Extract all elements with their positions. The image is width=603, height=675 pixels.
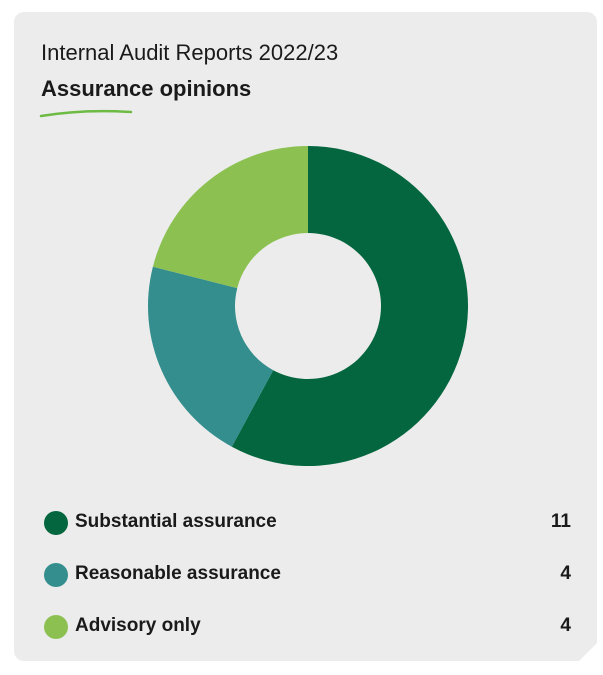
- legend-value-advisory: 4: [560, 615, 571, 636]
- donut-slice-advisory: [152, 146, 308, 289]
- legend-label-substantial: Substantial assurance: [75, 511, 277, 532]
- legend-swatch-reasonable: [44, 563, 68, 587]
- donut-slice-substantial: [231, 146, 468, 466]
- legend-item-substantial: Substantial assurance 11: [44, 508, 571, 560]
- title-underline: [39, 109, 133, 118]
- chart-title: Assurance opinions: [41, 76, 252, 101]
- legend-value-substantial: 11: [550, 511, 571, 532]
- chart-card: Internal Audit Reports 2022/23 Assurance…: [14, 12, 597, 661]
- legend-value-reasonable: 4: [560, 563, 571, 584]
- donut-slice-reasonable: [147, 266, 274, 447]
- legend-swatch-advisory: [44, 615, 68, 639]
- chart-legend: Substantial assurance 11 Reasonable assu…: [44, 508, 571, 661]
- legend-item-reasonable: Reasonable assurance 4: [44, 560, 571, 612]
- donut-chart: [147, 146, 468, 466]
- corner-fold: [579, 643, 597, 661]
- legend-item-advisory: Advisory only 4: [44, 612, 571, 661]
- chart-subtitle: Internal Audit Reports 2022/23: [41, 40, 339, 65]
- legend-label-reasonable: Reasonable assurance: [75, 563, 281, 584]
- legend-swatch-substantial: [44, 511, 68, 535]
- legend-label-advisory: Advisory only: [75, 615, 201, 636]
